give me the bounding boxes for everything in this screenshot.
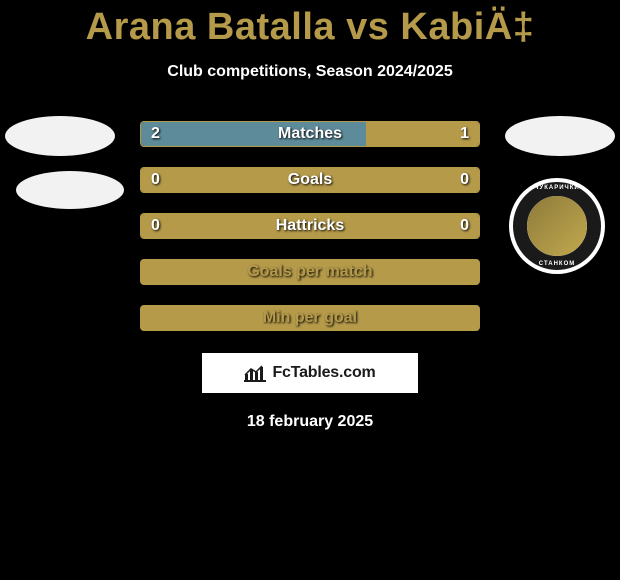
stat-bar-right [310,214,479,238]
brand-text: FcTables.com [272,364,375,382]
stat-row-matches: 21Matches [140,121,480,147]
stat-label: Goals per match [247,263,372,281]
brand-box[interactable]: FcTables.com [202,353,418,393]
player-left-badge-1 [5,116,115,156]
brand-chart-icon [244,364,266,382]
stat-bar-right [310,168,479,192]
stat-bar-right [366,122,479,146]
stat-bar-left [141,214,310,238]
stat-row-goals_per_match: Goals per match [140,259,480,285]
subtitle: Club competitions, Season 2024/2025 [0,63,620,81]
date-line: 18 february 2025 [0,413,620,431]
crest-text-bottom: СТАНКОМ [539,261,575,267]
stat-bar-left [141,168,310,192]
stat-label: Min per goal [263,309,357,327]
stat-row-goals: 00Goals [140,167,480,193]
stat-bar-left [141,122,366,146]
player-right-crest: ЧУКАРИЧКИ СТАНКОМ [509,178,605,274]
stat-row-hattricks: 00Hattricks [140,213,480,239]
player-left-badge-2 [16,171,124,209]
player-right-badge-1 [505,116,615,156]
crest-text-top: ЧУКАРИЧКИ [534,185,579,191]
page-title: Arana Batalla vs KabiÄ‡ [0,0,620,49]
stat-row-min_per_goal: Min per goal [140,305,480,331]
